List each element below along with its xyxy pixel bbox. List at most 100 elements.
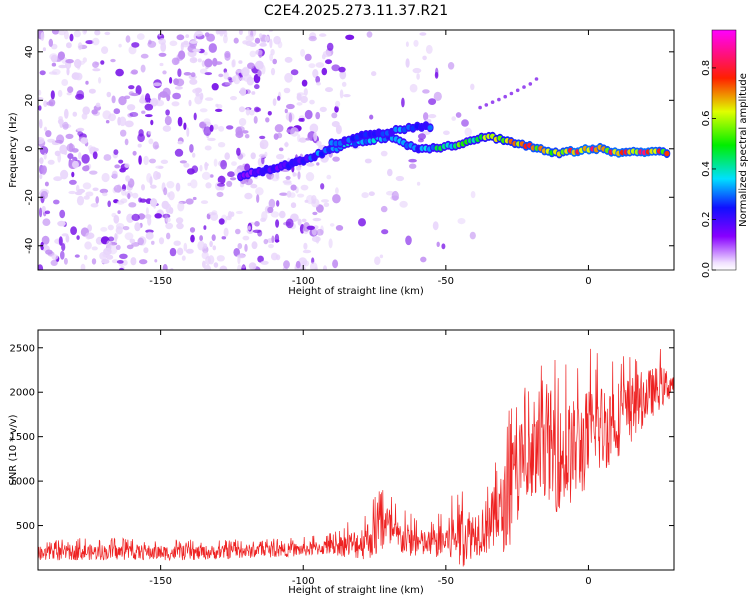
noise-blob [190, 72, 196, 78]
noise-blob [194, 30, 203, 37]
noise-blob [312, 217, 322, 222]
noise-blob [263, 238, 269, 245]
noise-blob [101, 172, 110, 183]
noise-blob [148, 138, 154, 145]
noise-blob [268, 244, 274, 249]
spectrogram-ylabel: Frequency (Hz) [8, 112, 19, 188]
noise-blob [270, 211, 280, 218]
noise-blob [138, 129, 144, 137]
noise-blob [128, 91, 135, 96]
noise-blob [203, 225, 207, 230]
noise-blob [371, 71, 377, 77]
noise-blob [91, 246, 98, 251]
noise-blob [177, 68, 182, 77]
noise-blob [39, 157, 44, 165]
noise-blob [435, 67, 439, 78]
drift-line-mark [478, 105, 482, 110]
noise-blob [66, 42, 72, 49]
noise-blob [436, 241, 440, 247]
noise-blob [361, 192, 369, 199]
noise-blob [42, 218, 51, 226]
noise-blob [470, 191, 476, 199]
noise-blob [315, 76, 321, 84]
noise-blob [195, 87, 202, 94]
noise-blob [208, 43, 217, 53]
noise-blob [441, 243, 446, 250]
noise-blob [103, 154, 112, 161]
noise-blob [249, 109, 255, 116]
noise-blob [74, 254, 80, 258]
noise-blob [145, 231, 154, 240]
noise-blob [44, 210, 51, 215]
noise-blob [52, 68, 61, 76]
noise-blob [304, 109, 313, 120]
noise-blob [269, 53, 273, 62]
noise-blob [309, 99, 315, 105]
snr-frame [37, 329, 675, 571]
noise-blob [258, 33, 263, 38]
noise-blob [418, 133, 426, 140]
noise-blob [259, 135, 266, 140]
noise-blob [451, 116, 457, 121]
snr-ticks: -150 -100 -50 0 500 1000 1500 2000 2500 [10, 330, 674, 587]
noise-blob [417, 138, 424, 143]
noise-blob [77, 131, 84, 137]
noise-blob [50, 90, 55, 100]
noise-blob [69, 142, 73, 153]
noise-blob [224, 152, 230, 160]
noise-blob [298, 137, 307, 143]
noise-blob [211, 83, 219, 91]
noise-blob [279, 210, 286, 219]
noise-blob [217, 142, 226, 148]
noise-blob [162, 87, 171, 98]
noise-blob [183, 242, 188, 252]
noise-blob [147, 216, 152, 226]
noise-blob [152, 82, 162, 87]
noise-blob [284, 72, 293, 83]
noise-blob [399, 200, 408, 208]
spectrogram-xtick-label: -100 [292, 276, 315, 287]
noise-blob [158, 38, 166, 45]
noise-blob [101, 259, 110, 264]
noise-blob [199, 235, 204, 242]
noise-blob [338, 66, 346, 73]
noise-blob [102, 192, 108, 197]
noise-blob [140, 64, 146, 73]
noise-blob [255, 60, 264, 70]
snr-xtick-label: -100 [292, 576, 315, 587]
noise-blob [242, 235, 250, 241]
noise-blob [230, 177, 237, 181]
noise-blob [303, 242, 308, 250]
noise-blob [237, 255, 241, 265]
noise-blob [146, 173, 152, 183]
noise-blob [233, 248, 240, 257]
noise-blob [329, 223, 335, 227]
noise-blob [42, 47, 47, 52]
noise-blob [203, 51, 208, 56]
noise-blob [75, 93, 85, 100]
noise-blob [461, 119, 469, 127]
noise-blob [92, 151, 98, 160]
noise-blob [104, 31, 111, 36]
noise-blob [45, 130, 52, 138]
noise-blob [216, 255, 225, 262]
noise-blob [231, 161, 237, 167]
noise-blob [212, 57, 218, 67]
noise-blob [218, 218, 225, 225]
noise-blob [258, 153, 267, 158]
noise-blob [61, 79, 69, 86]
noise-blob [49, 53, 58, 61]
noise-blob [175, 78, 185, 87]
noise-blob [316, 81, 321, 86]
noise-blob [73, 30, 81, 38]
noise-blob [186, 168, 195, 175]
noise-blob [165, 109, 170, 116]
noise-blob [380, 150, 388, 157]
noise-blob [127, 193, 131, 200]
noise-blob [171, 101, 180, 107]
noise-blob [85, 232, 92, 240]
noise-blob [183, 122, 187, 130]
noise-blob [213, 262, 219, 268]
drift-line-mark [484, 103, 489, 107]
noise-blob [40, 32, 45, 41]
